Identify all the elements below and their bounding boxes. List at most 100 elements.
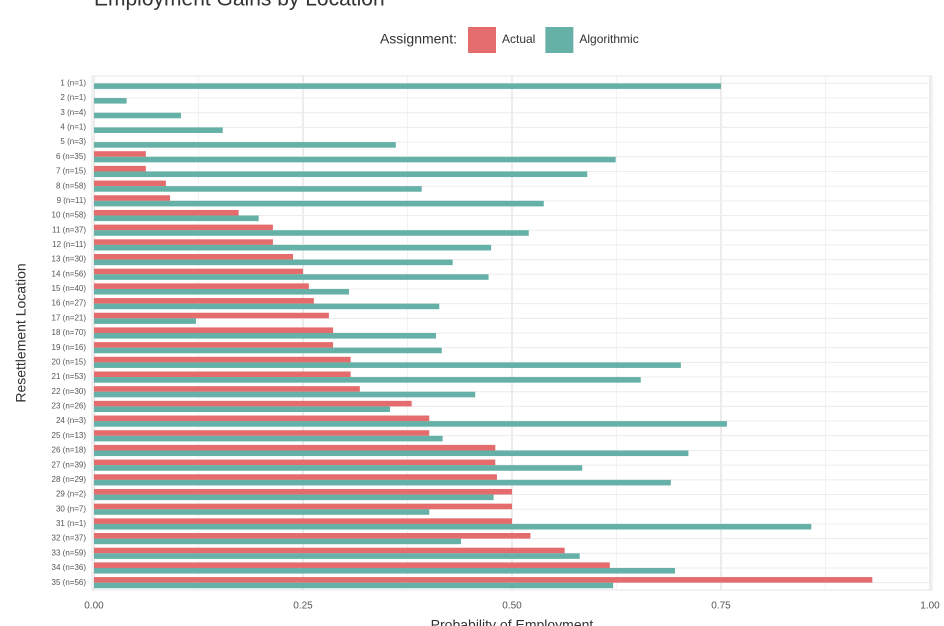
- bar: [94, 268, 303, 275]
- legend-title: Assignment:: [380, 31, 457, 47]
- bar: [94, 494, 494, 501]
- bar: [94, 180, 166, 187]
- y-tick-label: 34 (n=36): [52, 563, 87, 572]
- y-tick-label: 26 (n=18): [52, 446, 87, 455]
- bar: [94, 479, 671, 486]
- bar: [94, 342, 334, 348]
- y-tick-label: 23 (n=26): [52, 402, 87, 411]
- bar: [94, 377, 641, 383]
- y-axis-label: Resettlement Location: [13, 263, 29, 402]
- y-tick-label: 6 (n=35): [56, 152, 86, 161]
- y-tick-label: 10 (n=58): [52, 211, 87, 220]
- y-tick-label: 20 (n=15): [52, 357, 87, 366]
- bar: [94, 195, 171, 201]
- bar: [94, 582, 614, 589]
- bar: [94, 465, 583, 471]
- bar: [94, 239, 273, 245]
- y-tick-label: 30 (n=7): [56, 504, 86, 513]
- bar: [94, 509, 430, 515]
- y-tick-label: 8 (n=58): [56, 181, 86, 190]
- bar: [94, 518, 512, 524]
- bar: [94, 523, 812, 530]
- chart-title: Employment Gains by Location: [94, 0, 385, 11]
- bar: [94, 318, 196, 324]
- y-tick-label: 19 (n=16): [52, 343, 87, 352]
- y-tick-label: 24 (n=3): [56, 416, 86, 425]
- y-tick-label: 25 (n=13): [52, 431, 87, 440]
- bar: [94, 371, 351, 378]
- y-tick-label: 4 (n=1): [60, 123, 86, 132]
- bar: [94, 186, 422, 192]
- bar: [94, 347, 442, 354]
- bar: [94, 577, 873, 583]
- y-tick-label: 7 (n=15): [56, 167, 86, 176]
- bar: [94, 244, 492, 251]
- bar: [94, 450, 689, 457]
- x-tick-label: 0.75: [711, 601, 731, 612]
- bar: [94, 209, 239, 216]
- bar: [94, 165, 146, 172]
- y-tick-label: 33 (n=59): [52, 548, 87, 557]
- bar: [94, 224, 273, 231]
- bar: [94, 391, 476, 398]
- bar: [94, 547, 565, 554]
- bar: [94, 567, 676, 574]
- bar: [94, 112, 181, 119]
- y-tick-label: 27 (n=39): [52, 460, 87, 469]
- legend-swatch: [468, 27, 496, 53]
- bar: [94, 415, 430, 422]
- x-axis-label: Probability of Employment: [431, 617, 594, 626]
- bar: [94, 253, 293, 260]
- bar: [94, 421, 727, 427]
- y-tick-label: 3 (n=4): [60, 108, 86, 117]
- bar: [94, 98, 127, 104]
- bar: [94, 430, 430, 436]
- bar: [94, 327, 334, 333]
- bar: [94, 303, 440, 310]
- bar: [94, 156, 616, 163]
- y-tick-label: 29 (n=2): [56, 490, 86, 499]
- bar: [94, 356, 351, 363]
- bar: [94, 474, 497, 480]
- bar: [94, 362, 681, 368]
- y-tick-label: 17 (n=21): [52, 313, 87, 322]
- legend-swatch: [545, 27, 574, 53]
- bar: [94, 298, 314, 304]
- bar: [94, 444, 496, 451]
- bar: [94, 312, 329, 319]
- x-tick-label: 0.50: [502, 601, 522, 612]
- bar: [94, 538, 462, 545]
- bar: [94, 171, 588, 178]
- y-tick-label: 32 (n=37): [52, 534, 87, 543]
- y-tick-label: 1 (n=1): [60, 78, 86, 87]
- y-tick-label: 12 (n=11): [52, 240, 86, 249]
- y-tick-label: 31 (n=1): [56, 519, 86, 528]
- x-tick-label: 0.25: [293, 601, 313, 612]
- y-tick-label: 35 (n=56): [52, 578, 87, 587]
- y-tick-label: 22 (n=30): [52, 387, 87, 396]
- y-tick-label: 11 (n=37): [52, 225, 86, 234]
- y-tick-label: 13 (n=30): [52, 255, 87, 264]
- y-tick-label: 14 (n=56): [52, 269, 87, 278]
- bar: [94, 274, 489, 280]
- y-tick-label: 16 (n=27): [52, 299, 87, 308]
- y-tick-label: 18 (n=70): [52, 328, 87, 337]
- bar: [94, 200, 544, 207]
- y-tick-label: 28 (n=29): [52, 475, 87, 484]
- y-tick-label: 2 (n=1): [60, 93, 86, 102]
- y-tick-label: 15 (n=40): [52, 284, 87, 293]
- bar: [94, 406, 390, 413]
- x-tick-label: 0.00: [84, 601, 104, 612]
- bar: [94, 283, 309, 289]
- x-tick-label: 1.00: [920, 601, 940, 612]
- bar: [94, 459, 496, 466]
- bar: [94, 435, 443, 442]
- bar: [94, 503, 512, 510]
- bar: [94, 386, 360, 392]
- bar: [94, 488, 512, 495]
- y-tick-label: 21 (n=53): [52, 372, 87, 381]
- legend-label: Algorithmic: [579, 32, 638, 46]
- bar: [94, 553, 580, 559]
- bar: [94, 151, 146, 157]
